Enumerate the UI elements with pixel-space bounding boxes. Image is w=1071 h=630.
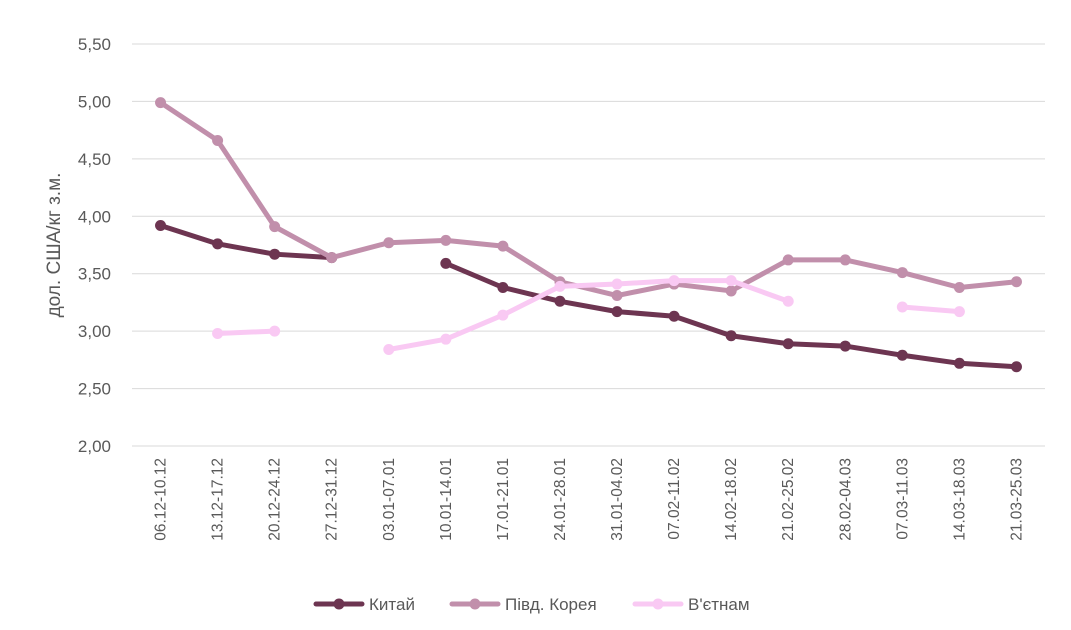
y-tick-label: 2,00 [78, 437, 111, 456]
data-point [668, 310, 680, 322]
data-point [953, 306, 965, 318]
x-tick-label: 17.01-21.01 [495, 458, 512, 541]
data-point [212, 327, 224, 339]
data-point [953, 357, 965, 369]
x-tick-label: 14.03-18.03 [951, 458, 968, 541]
x-tick-label: 13.12-17.12 [210, 458, 227, 541]
series-line [215, 328, 278, 336]
data-point [839, 254, 851, 266]
data-point [953, 281, 965, 293]
series-2 [155, 97, 1022, 302]
data-point [839, 340, 851, 352]
data-point [896, 349, 908, 361]
legend-label: В'єтнам [688, 595, 750, 614]
data-point [611, 290, 623, 302]
data-point [725, 330, 737, 342]
legend-swatch-marker [652, 598, 664, 610]
data-point [554, 295, 566, 307]
x-tick-label: 07.02-11.02 [666, 458, 683, 540]
data-point [497, 281, 509, 293]
legend-item: Китай [313, 595, 415, 614]
x-tick-label: 28.02-04.03 [837, 458, 854, 541]
legend-swatch-marker [469, 598, 481, 610]
y-tick-label: 4,00 [78, 207, 111, 226]
data-point [782, 254, 794, 266]
data-point [440, 333, 452, 345]
data-point [269, 221, 281, 233]
data-point [155, 219, 167, 231]
y-axis-label: дол. США/кг з.м. [44, 173, 65, 318]
series-line [158, 100, 1019, 299]
data-point [440, 234, 452, 246]
data-point [497, 240, 509, 252]
legend: Китай Півд. Корея В'єтнам [313, 595, 750, 614]
x-tick-label: 10.01-14.01 [438, 458, 455, 541]
legend-item: В'єтнам [632, 595, 750, 614]
gridlines [132, 43, 1045, 447]
data-point [212, 134, 224, 146]
x-tick-label: 14.02-18.02 [723, 458, 740, 541]
y-tick-label: 5,50 [78, 35, 111, 54]
data-point [212, 238, 224, 250]
data-point [896, 267, 908, 279]
x-tick-label: 06.12-10.12 [153, 458, 170, 541]
x-tick-label: 07.03-11.03 [894, 458, 911, 540]
series-1 [155, 219, 1022, 373]
y-tick-label: 4,50 [78, 150, 111, 169]
y-tick-label: 3,00 [78, 322, 111, 341]
legend-item: Півд. Корея [449, 595, 597, 614]
data-point [1010, 361, 1022, 373]
series-line [386, 278, 791, 353]
series-line [158, 222, 335, 261]
data-point [383, 237, 395, 249]
data-point [326, 252, 338, 264]
y-tick-label: 5,00 [78, 92, 111, 111]
y-tick-label: 2,50 [78, 380, 111, 399]
x-tick-label: 27.12-31.12 [324, 458, 341, 541]
series-lines [155, 97, 1022, 373]
data-point [554, 280, 566, 292]
x-tick-label: 21.03-25.03 [1008, 458, 1025, 541]
data-point [1010, 276, 1022, 288]
data-point [440, 257, 452, 269]
data-point [725, 275, 737, 287]
x-tick-label: 24.01-28.01 [552, 458, 569, 541]
data-point [383, 344, 395, 356]
legend-label: Півд. Корея [505, 595, 597, 614]
data-point [782, 338, 794, 350]
data-point [269, 325, 281, 337]
data-point [896, 301, 908, 313]
data-point [497, 309, 509, 321]
x-tick-label: 31.01-04.02 [609, 458, 626, 541]
data-point [782, 295, 794, 307]
legend-swatch-marker [333, 598, 345, 610]
y-tick-label: 3,50 [78, 265, 111, 284]
x-tick-label: 20.12-24.12 [267, 458, 284, 541]
data-point [269, 248, 281, 260]
y-axis-ticks: 2,00 2,50 3,00 3,50 4,00 4,50 5,00 5,50 [78, 35, 111, 456]
x-axis-ticks: 06.12-10.12 13.12-17.12 20.12-24.12 27.12-3… [153, 458, 1026, 541]
data-point [725, 285, 737, 297]
data-point [668, 275, 680, 287]
x-tick-label: 21.02-25.02 [780, 458, 797, 541]
series-3 [212, 275, 965, 356]
x-tick-label: 03.01-07.01 [381, 458, 398, 541]
series-line [899, 304, 962, 315]
data-point [611, 306, 623, 318]
data-point [155, 97, 167, 109]
data-point [611, 278, 623, 290]
legend-label: Китай [369, 595, 415, 614]
